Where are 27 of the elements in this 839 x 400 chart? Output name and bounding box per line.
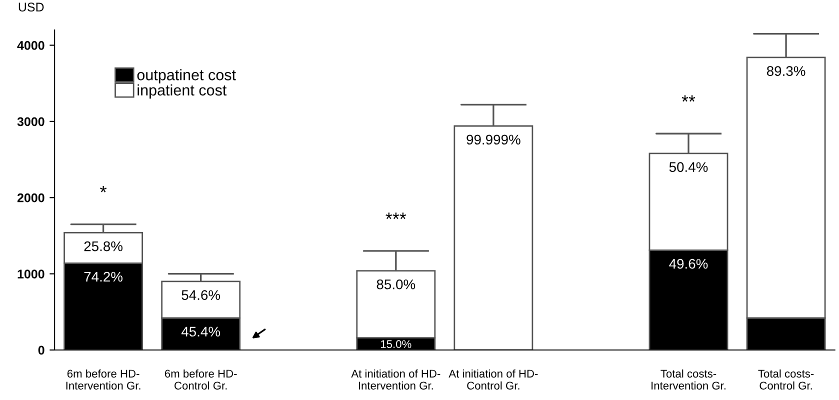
x-tick-label: Total costs- Intervention Gr.: [652, 369, 726, 390]
annotation: 25.8%: [84, 241, 122, 252]
annotation: 89.3%: [766, 66, 806, 76]
x-tick-label: 6m before HD- Intervention Gr.: [66, 369, 140, 390]
annotation: 99.999%: [466, 134, 520, 145]
y-tick-label: 4000: [17, 41, 44, 50]
annotation: 15.0%: [381, 340, 412, 348]
annotation: **: [682, 95, 696, 102]
x-tick-label: At initiation of HD- Control Gr.: [448, 369, 538, 390]
annotation: ***: [386, 212, 406, 219]
x-tick-label: At initiation of HD- Intervention Gr.: [351, 369, 440, 390]
annotation: *: [100, 186, 107, 192]
legend-label: outpatinet cost: [137, 69, 236, 84]
y-tick-label: 1000: [18, 270, 44, 278]
x-tick-label: Total costs- Control Gr.: [758, 369, 814, 390]
annotation: 49.6%: [669, 258, 708, 269]
y-tick-label: 3000: [17, 117, 44, 126]
y-axis-title: USD: [18, 2, 44, 12]
y-tick-label: 2000: [17, 193, 44, 202]
y-tick-label: 0: [38, 346, 44, 355]
x-tick-label: 6m before HD- Control Gr.: [164, 369, 237, 390]
annotation: 74.2%: [84, 272, 122, 282]
annotation: 85.0%: [376, 279, 416, 290]
annotation: 50.4%: [669, 162, 708, 172]
annotation: 45.4%: [181, 326, 220, 337]
legend-label: inpatient cost: [138, 84, 227, 99]
annotation: 54.6%: [182, 290, 220, 300]
